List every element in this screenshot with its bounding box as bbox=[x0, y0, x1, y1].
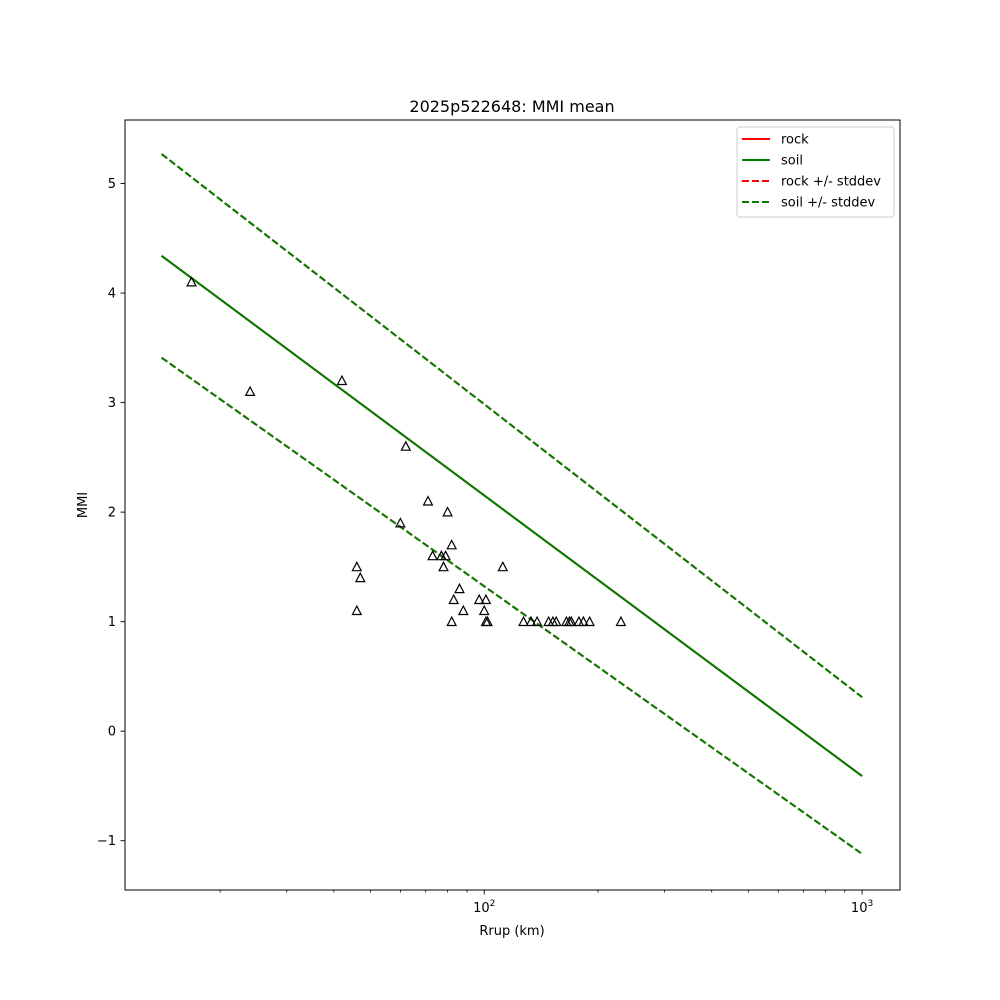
x-axis-label: Rrup (km) bbox=[479, 924, 544, 939]
y-tick-label: 1 bbox=[108, 615, 116, 630]
y-tick-label: 4 bbox=[108, 287, 116, 302]
observation-point bbox=[482, 615, 493, 627]
observation-point bbox=[565, 615, 577, 627]
observation-point bbox=[531, 615, 543, 627]
observation-point bbox=[351, 561, 363, 572]
observation-point bbox=[615, 615, 627, 627]
legend: rock soil rock +/- stddev soil +/- stddev bbox=[736, 126, 895, 218]
observation-point bbox=[442, 506, 453, 517]
observation-point bbox=[427, 550, 438, 561]
y-tick-label: 3 bbox=[108, 396, 116, 411]
observation-point bbox=[473, 593, 485, 605]
x-tick-label: 103 bbox=[851, 899, 873, 916]
observation-point bbox=[354, 571, 366, 583]
observation-point bbox=[186, 276, 197, 287]
series-line-2 bbox=[161, 356, 863, 855]
plot-area: 102 103 −1 0 1 2 3 4 5 bbox=[97, 119, 901, 916]
observation-point bbox=[336, 374, 348, 386]
legend-label: soil bbox=[781, 154, 803, 169]
observation-point bbox=[584, 615, 595, 627]
observation-point bbox=[454, 582, 465, 594]
observation-point bbox=[400, 440, 412, 451]
legend-label: rock bbox=[781, 133, 809, 148]
series-line-1 bbox=[161, 254, 863, 777]
chart-title: 2025p522648: MMI mean bbox=[409, 97, 614, 116]
series-line-3 bbox=[161, 356, 863, 855]
legend-label: rock +/- stddev bbox=[781, 175, 881, 190]
y-tick-label: 0 bbox=[108, 725, 116, 740]
legend-label: soil +/- stddev bbox=[781, 196, 876, 211]
observation-point bbox=[550, 615, 562, 627]
series-line-3 bbox=[160, 153, 863, 698]
observation-point bbox=[422, 495, 434, 506]
observation-point bbox=[440, 550, 451, 561]
x-tick-label: 102 bbox=[473, 899, 495, 916]
y-tick-label: 2 bbox=[108, 506, 116, 521]
observation-point bbox=[446, 615, 458, 627]
observation-point bbox=[446, 539, 458, 550]
observation-point bbox=[573, 615, 585, 627]
legend-box bbox=[736, 126, 895, 218]
observation-point bbox=[438, 561, 449, 572]
y-tick-label: −1 bbox=[97, 834, 116, 849]
observation-point bbox=[395, 517, 406, 528]
observation-point bbox=[448, 593, 460, 605]
observation-point bbox=[578, 615, 589, 627]
axes-frame bbox=[124, 119, 901, 891]
observation-point bbox=[518, 615, 529, 627]
observation-point bbox=[478, 604, 490, 616]
observation-point bbox=[457, 604, 469, 616]
observation-point bbox=[480, 593, 492, 605]
observation-point bbox=[351, 604, 363, 616]
y-tick-label: 5 bbox=[108, 177, 116, 192]
observation-point bbox=[525, 615, 537, 627]
y-axis-label: MMI bbox=[76, 492, 91, 518]
observation-point bbox=[244, 385, 256, 396]
observation-point bbox=[497, 561, 509, 572]
